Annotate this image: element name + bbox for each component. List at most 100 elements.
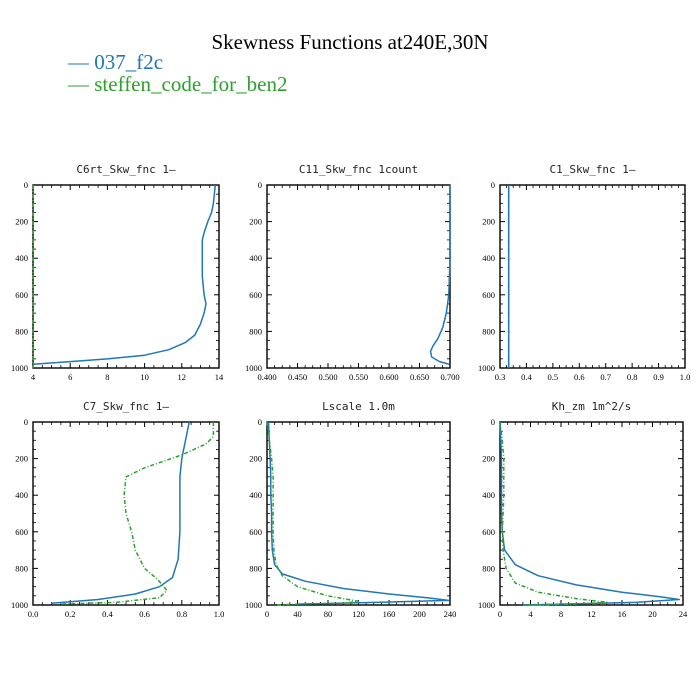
series-line-0 bbox=[51, 421, 190, 604]
x-tick-label: 240 bbox=[444, 609, 457, 619]
y-tick-label: 200 bbox=[249, 454, 262, 464]
series-line-0 bbox=[32, 184, 217, 366]
x-tick-label: 0.9 bbox=[653, 372, 664, 382]
panel-title: C7_Skw_fnc 1– bbox=[83, 400, 169, 413]
series-line-1 bbox=[266, 421, 360, 606]
figure-title: Skewness Functions at240E,30N bbox=[211, 30, 489, 54]
x-tick-label: 6 bbox=[68, 372, 72, 382]
x-tick-label: 8 bbox=[559, 609, 563, 619]
y-tick-label: 0 bbox=[24, 180, 28, 190]
y-tick-label: 1000 bbox=[245, 363, 262, 373]
y-tick-label: 400 bbox=[482, 490, 495, 500]
y-tick-label: 800 bbox=[482, 563, 495, 573]
x-tick-label: 0.8 bbox=[176, 609, 187, 619]
y-tick-label: 800 bbox=[482, 326, 495, 336]
y-tick-label: 600 bbox=[482, 527, 495, 537]
y-tick-label: 0 bbox=[258, 180, 262, 190]
plot-frame bbox=[32, 184, 220, 369]
y-tick-label: 0 bbox=[491, 417, 495, 427]
plot-frame bbox=[32, 421, 220, 606]
x-tick-label: 0.700 bbox=[440, 372, 459, 382]
x-tick-label: 200 bbox=[413, 609, 426, 619]
panel-title: Lscale 1.0m bbox=[322, 400, 395, 413]
plot-frame bbox=[499, 421, 684, 606]
y-tick-label: 400 bbox=[249, 490, 262, 500]
x-tick-label: 1.0 bbox=[214, 609, 225, 619]
y-tick-label: 200 bbox=[482, 454, 495, 464]
y-tick-label: 600 bbox=[482, 290, 495, 300]
x-tick-label: 160 bbox=[383, 609, 396, 619]
x-tick-label: 12 bbox=[178, 372, 187, 382]
x-tick-label: 0 bbox=[265, 609, 269, 619]
y-tick-label: 200 bbox=[15, 454, 28, 464]
y-tick-label: 400 bbox=[482, 253, 495, 263]
y-tick-label: 1000 bbox=[245, 600, 262, 610]
y-tick-label: 800 bbox=[15, 326, 28, 336]
x-tick-label: 0.3 bbox=[495, 372, 506, 382]
x-tick-label: 12 bbox=[587, 609, 596, 619]
chart-panel-0: C6rt_Skw_fnc 1– 4 6 8 10 12 14 0 200 400 600 800 100… bbox=[11, 163, 224, 382]
x-tick-label: 0.650 bbox=[410, 372, 429, 382]
x-tick-label: 0.4 bbox=[102, 609, 113, 619]
y-tick-label: 0 bbox=[24, 417, 28, 427]
plot-frame bbox=[499, 184, 686, 369]
y-tick-label: 200 bbox=[249, 217, 262, 227]
panel-title: C6rt_Skw_fnc 1– bbox=[76, 163, 176, 176]
x-tick-label: 0.500 bbox=[318, 372, 337, 382]
chart-panel-3: C7_Skw_fnc 1– 0.0 0.2 0.4 0.6 0.8 1.0 0 200 400 60… bbox=[11, 400, 224, 619]
series-line-1 bbox=[60, 422, 215, 605]
series-line-0 bbox=[267, 421, 450, 605]
x-tick-label: 0.450 bbox=[288, 372, 307, 382]
x-tick-label: 20 bbox=[648, 609, 657, 619]
y-tick-label: 600 bbox=[249, 290, 262, 300]
y-tick-label: 400 bbox=[15, 253, 28, 263]
series-line-1 bbox=[499, 421, 608, 606]
x-tick-label: 0.8 bbox=[627, 372, 638, 382]
x-tick-label: 120 bbox=[352, 609, 365, 619]
x-tick-label: 0.0 bbox=[28, 609, 39, 619]
y-tick-label: 400 bbox=[15, 490, 28, 500]
panel-title: Kh_zm 1m^2/s bbox=[552, 400, 631, 413]
x-tick-label: 8 bbox=[105, 372, 109, 382]
y-tick-label: 800 bbox=[249, 326, 262, 336]
x-tick-label: 0.7 bbox=[600, 372, 611, 382]
x-tick-label: 80 bbox=[324, 609, 333, 619]
x-tick-label: 0.6 bbox=[139, 609, 150, 619]
x-tick-label: 40 bbox=[293, 609, 302, 619]
x-tick-label: 1.0 bbox=[680, 372, 691, 382]
y-tick-label: 600 bbox=[15, 527, 28, 537]
x-tick-label: 0.6 bbox=[574, 372, 585, 382]
x-tick-label: 4 bbox=[31, 372, 36, 382]
legend-entry-steffen-code: — steffen_code_for_ben2 bbox=[68, 72, 288, 96]
y-tick-label: 200 bbox=[482, 217, 495, 227]
legend-entry-037-f2c: — 037_f2c bbox=[68, 50, 164, 74]
chart-panel-1: C11_Skw_fnc 1count 0.400 0.450 0.500 0.550 0.… bbox=[245, 163, 460, 382]
x-tick-label: 24 bbox=[679, 609, 688, 619]
y-tick-label: 800 bbox=[249, 563, 262, 573]
x-tick-label: 0.400 bbox=[257, 372, 276, 382]
y-tick-label: 800 bbox=[15, 563, 28, 573]
x-tick-label: 10 bbox=[140, 372, 149, 382]
y-tick-label: 1000 bbox=[478, 600, 495, 610]
x-tick-label: 0.600 bbox=[379, 372, 398, 382]
series-line-0 bbox=[499, 421, 680, 606]
x-tick-label: 16 bbox=[618, 609, 627, 619]
panel-title: C11_Skw_fnc 1count bbox=[299, 163, 418, 176]
y-tick-label: 1000 bbox=[478, 363, 495, 373]
plot-frame bbox=[266, 184, 451, 369]
y-tick-label: 600 bbox=[249, 527, 262, 537]
x-tick-label: 4 bbox=[528, 609, 533, 619]
y-tick-label: 200 bbox=[15, 217, 28, 227]
x-tick-label: 0.4 bbox=[521, 372, 532, 382]
y-tick-label: 0 bbox=[258, 417, 262, 427]
chart-panel-5: Kh_zm 1m^2/s 0 4 8 12 16 20 24 0 200 400 600 800 1000 bbox=[478, 400, 688, 619]
chart-panel-2: C1_Skw_fnc 1– 0.3 0.4 0.5 0.6 0.7 0.8 0.9 1.0 0 20… bbox=[478, 163, 690, 382]
x-tick-label: 0 bbox=[498, 609, 502, 619]
y-tick-label: 0 bbox=[491, 180, 495, 190]
series-line-0 bbox=[429, 185, 451, 366]
x-tick-label: 14 bbox=[215, 372, 224, 382]
x-tick-label: 0.550 bbox=[349, 372, 368, 382]
y-tick-label: 1000 bbox=[11, 600, 28, 610]
panel-title: C1_Skw_fnc 1– bbox=[549, 163, 635, 176]
